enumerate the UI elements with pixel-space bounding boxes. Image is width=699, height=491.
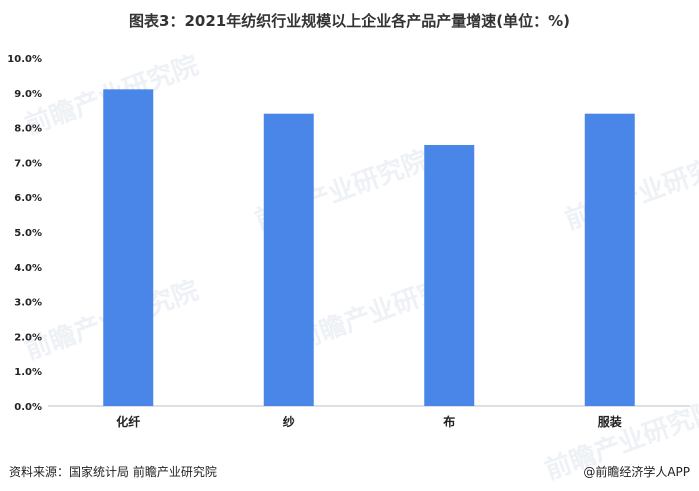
bar-2 bbox=[263, 113, 314, 407]
x-tick-label: 化纤 bbox=[116, 414, 140, 429]
bar-3 bbox=[424, 145, 475, 406]
bar-1 bbox=[103, 89, 154, 406]
chart-title: 图表3：2021年纺织行业规模以上企业各产品产量增速(单位：%) bbox=[129, 12, 570, 30]
y-tick-label: 9.0% bbox=[14, 89, 42, 100]
y-tick-label: 6.0% bbox=[14, 193, 42, 204]
y-tick-label: 2.0% bbox=[14, 332, 42, 343]
x-tick-label: 纱 bbox=[283, 415, 295, 429]
x-tick-label: 布 bbox=[443, 414, 455, 429]
source-note: 资料来源：国家统计局 前瞻产业研究院 bbox=[9, 465, 217, 479]
y-tick-label: 8.0% bbox=[14, 124, 42, 135]
y-tick-label: 10.0% bbox=[7, 54, 42, 65]
y-tick-label: 4.0% bbox=[14, 263, 42, 274]
bar-4 bbox=[584, 113, 635, 407]
brand-credit: @前瞻经济学人APP bbox=[583, 465, 690, 479]
y-tick-label: 3.0% bbox=[14, 298, 42, 309]
x-tick-label: 服装 bbox=[598, 414, 622, 429]
y-tick-label: 1.0% bbox=[14, 367, 42, 378]
y-tick-label: 5.0% bbox=[14, 228, 42, 239]
y-tick-label: 0.0% bbox=[14, 402, 42, 413]
y-tick-label: 7.0% bbox=[14, 158, 42, 169]
